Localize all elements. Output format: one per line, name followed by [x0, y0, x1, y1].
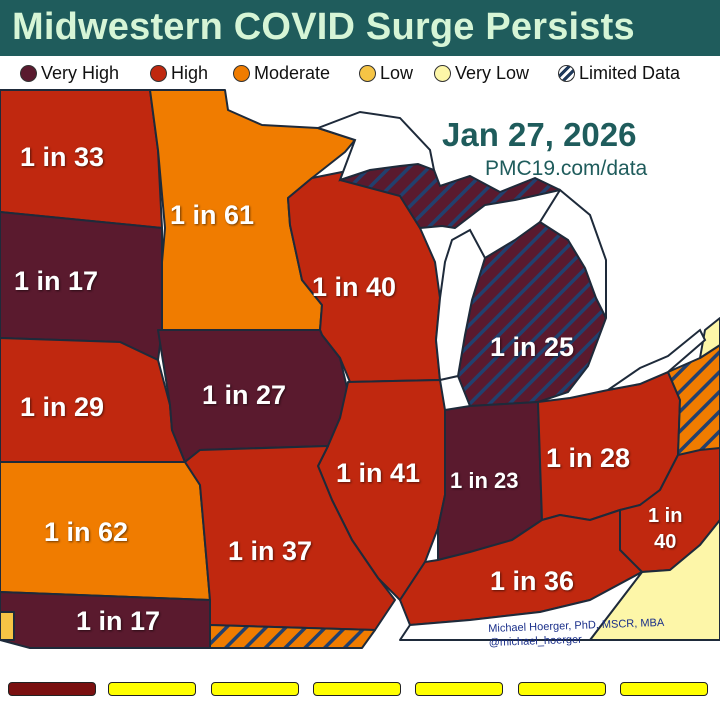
bottom-swatch-7 [620, 682, 708, 696]
label-illinois: 1 in 41 [336, 458, 421, 488]
label-west-virginia: 1 in 40 [648, 503, 682, 555]
legend-item-high: High [150, 62, 208, 84]
very-high-swatch-icon [20, 64, 37, 82]
label-minnesota: 1 in 61 [170, 200, 255, 230]
bottom-swatch-3 [211, 682, 299, 696]
legend-label-limited-data: Limited Data [579, 62, 681, 83]
label-north-dakota: 1 in 33 [20, 142, 105, 172]
low-swatch-icon [359, 64, 376, 82]
page-title: Midwestern COVID Surge Persists [12, 6, 635, 48]
lake-erie [607, 328, 707, 391]
bottom-swatch-6 [518, 682, 606, 696]
moderate-swatch-icon [233, 64, 250, 82]
label-ohio: 1 in 28 [546, 443, 631, 473]
label-iowa: 1 in 27 [202, 380, 287, 410]
lake-superior [314, 110, 436, 182]
bottom-swatch-4 [313, 682, 401, 696]
bottom-swatch-1 [8, 682, 96, 696]
state-north-dakota [0, 89, 163, 229]
legend: Very High High Moderate Low Very Low Lim… [0, 58, 720, 88]
title-bar: Midwestern COVID Surge Persists [0, 0, 720, 56]
legend-item-limited-data: Limited Data [558, 62, 680, 84]
lake-huron [538, 188, 607, 319]
state-tennessee [399, 571, 643, 641]
label-oklahoma: 1 in 17 [76, 606, 161, 636]
midwest-map [0, 88, 720, 656]
map-date: Jan 27, 2026 [442, 116, 637, 153]
label-indiana: 1 in 23 [450, 468, 519, 493]
legend-label-low: Low [380, 62, 414, 83]
state-kentucky [399, 509, 643, 626]
legend-label-very-high: Very High [41, 62, 120, 83]
label-west-virginia-line1: 1 in [648, 505, 683, 527]
high-swatch-icon [150, 64, 167, 82]
label-west-virginia-line2: 40 [654, 531, 677, 553]
legend-item-very-high: Very High [20, 62, 119, 84]
label-kentucky: 1 in 36 [490, 566, 575, 596]
state-texas [0, 611, 15, 641]
label-wisconsin: 1 in 40 [312, 272, 397, 302]
state-oklahoma [0, 591, 211, 649]
state-arkansas [209, 624, 376, 649]
legend-label-high: High [171, 62, 209, 83]
legend-label-very-low: Very Low [455, 62, 530, 83]
limited-data-swatch-icon [558, 64, 575, 82]
label-michigan: 1 in 25 [490, 332, 575, 362]
label-south-dakota: 1 in 17 [14, 266, 99, 296]
legend-item-moderate: Moderate [233, 62, 330, 84]
lake-michigan [434, 228, 487, 382]
label-kansas: 1 in 62 [44, 517, 129, 547]
bottom-swatch-2 [108, 682, 196, 696]
very-low-swatch-icon [434, 64, 451, 82]
label-missouri: 1 in 37 [228, 536, 313, 566]
label-nebraska: 1 in 29 [20, 392, 105, 422]
legend-item-low: Low [359, 62, 413, 84]
bottom-swatch-5 [415, 682, 503, 696]
source-link[interactable]: PMC19.com/data [485, 157, 648, 180]
legend-label-moderate: Moderate [254, 62, 331, 83]
legend-item-very-low: Very Low [434, 62, 529, 84]
